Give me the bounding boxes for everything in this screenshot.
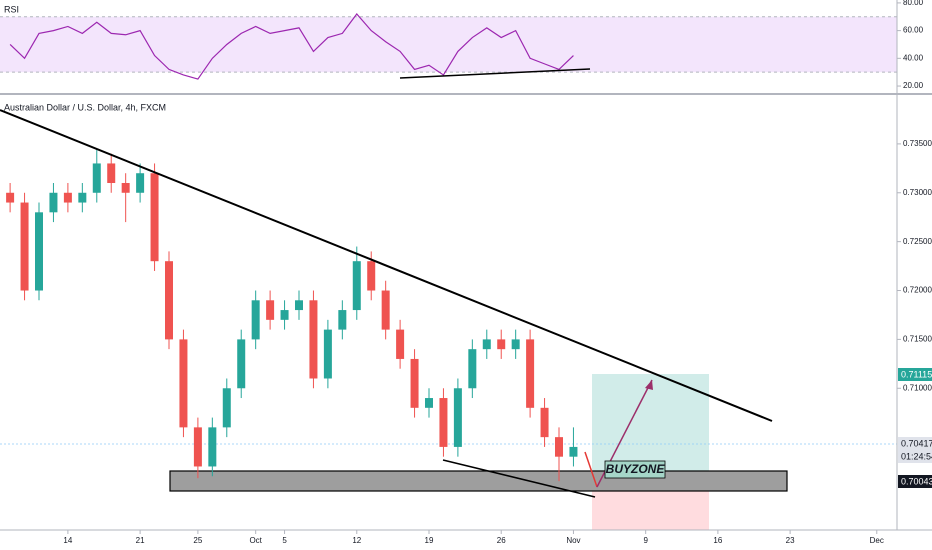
rsi-trend-line	[399, 68, 591, 79]
candle-body	[323, 329, 332, 379]
x-tick-label: 21	[136, 536, 145, 545]
candle-body	[49, 192, 58, 213]
candle-body	[165, 261, 173, 340]
candle-body	[193, 427, 202, 467]
candle-body	[237, 339, 246, 389]
y-tick-label: 60.00	[903, 26, 924, 35]
zone-label-box	[604, 460, 666, 479]
x-tick-label: Dec	[870, 536, 884, 545]
candle-body	[20, 202, 29, 291]
candle-body	[107, 163, 116, 183]
y-tick-label: 0.73000	[903, 188, 932, 197]
countdown: 01:24:54	[901, 451, 932, 461]
rsi-band	[0, 16, 897, 73]
support-price: 0.70043	[901, 476, 932, 486]
arrow-head	[645, 380, 653, 390]
y-tick-label: 0.72500	[903, 237, 932, 246]
candle-body	[511, 339, 520, 350]
candle-body	[280, 310, 289, 320]
y-tick-label: 40.00	[903, 53, 924, 62]
x-tick-label: 19	[425, 536, 434, 545]
x-tick-label: 26	[497, 536, 506, 545]
candle-body	[381, 290, 390, 330]
x-tick-label: 14	[63, 536, 72, 545]
candle-body	[121, 182, 130, 193]
candle-body	[352, 261, 361, 311]
last-tag	[898, 437, 932, 463]
candle-body	[208, 427, 217, 467]
price-title: Australian Dollar / U.S. Dollar, 4h, FXC…	[4, 102, 166, 112]
candle-body	[295, 300, 303, 311]
y-tick-label: 0.72000	[903, 286, 932, 295]
y-tick-label: 0.73500	[903, 139, 932, 148]
candle-body	[179, 339, 188, 428]
candle-body	[396, 329, 405, 359]
target-price: 0.71115	[901, 369, 932, 379]
candle-body	[222, 388, 231, 428]
candle-body	[453, 388, 462, 447]
candle-body	[569, 446, 578, 457]
candle-body	[439, 398, 448, 447]
x-tick-label: Oct	[249, 536, 262, 545]
candle-body	[92, 163, 101, 193]
arrow-down	[584, 451, 598, 488]
candle-body	[150, 173, 159, 262]
x-tick-label: Nov	[566, 536, 580, 545]
candle-body	[468, 349, 477, 389]
candle-body	[266, 300, 275, 320]
y-tick-label: 0.71000	[903, 383, 932, 392]
candle-body	[482, 339, 491, 350]
candle-body	[6, 192, 15, 203]
candle-body	[425, 398, 433, 408]
candle-body	[410, 358, 419, 408]
resistance-line	[0, 109, 773, 422]
last-price: 0.70417	[901, 438, 932, 448]
buy-zone-rect	[169, 470, 788, 492]
rsi-panel	[0, 13, 897, 80]
candle-body	[63, 192, 72, 203]
x-tick-label: 12	[352, 536, 361, 545]
candle-body	[35, 212, 43, 291]
candle-body	[251, 300, 260, 340]
candle-body	[367, 261, 376, 291]
candle-body	[78, 192, 87, 203]
rsi-title: RSI	[4, 4, 19, 14]
x-tick-label: 16	[713, 536, 722, 545]
candle-body	[540, 407, 549, 438]
candle-body	[555, 437, 563, 457]
x-tick-label: 5	[282, 536, 287, 545]
target-tag	[898, 368, 932, 381]
zone-label: BUYZONE	[606, 462, 666, 476]
drawings: BUYZONE Australian Dollar / U.S. Dollar,…	[0, 4, 773, 498]
support-line	[442, 459, 596, 498]
candle-body	[338, 310, 347, 330]
rsi-line	[9, 13, 574, 80]
x-tick-label: 9	[643, 536, 648, 545]
y-tick-label: 80.00	[903, 0, 924, 7]
support-tag	[898, 475, 932, 488]
x-tick-label: 23	[786, 536, 795, 545]
candle-body	[497, 339, 506, 350]
y-tick-label: 0.71500	[903, 335, 932, 344]
candle-body	[309, 300, 318, 379]
y-tick-label: 20.00	[903, 81, 924, 90]
x-tick-label: 25	[193, 536, 202, 545]
candle-body	[526, 339, 535, 408]
candle-body	[136, 173, 145, 193]
